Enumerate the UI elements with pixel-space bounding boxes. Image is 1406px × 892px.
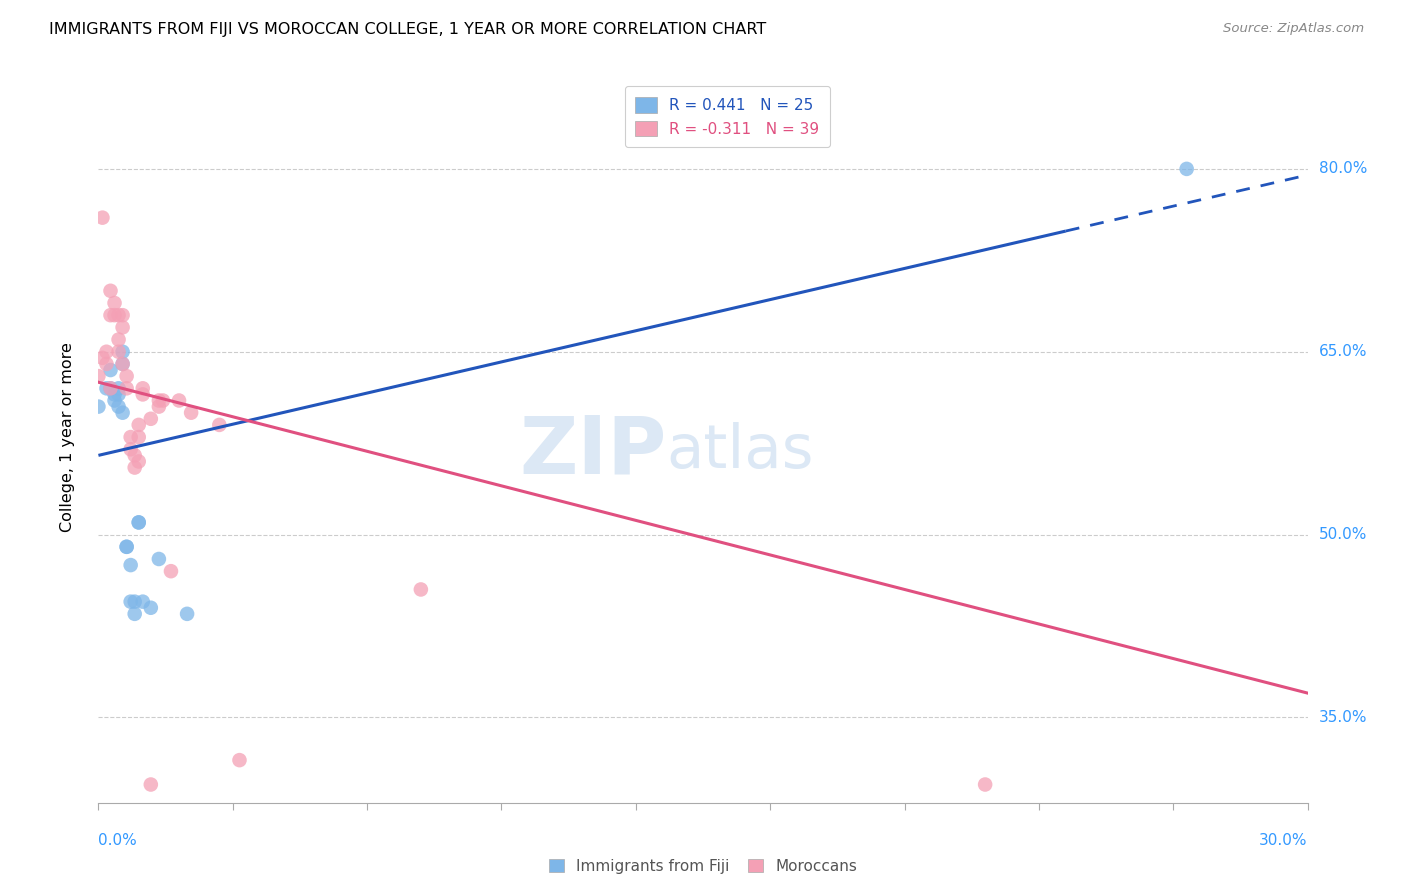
Point — [228, 753, 250, 767]
Point — [132, 387, 155, 401]
Point — [91, 211, 114, 225]
Point — [111, 406, 134, 420]
Point — [100, 284, 122, 298]
Point — [111, 357, 134, 371]
Point — [103, 308, 125, 322]
Text: ZIP: ZIP — [519, 413, 666, 491]
Point — [124, 607, 146, 621]
Point — [96, 381, 118, 395]
Point — [111, 344, 134, 359]
Text: Source: ZipAtlas.com: Source: ZipAtlas.com — [1223, 22, 1364, 36]
Point — [139, 412, 162, 426]
Point — [128, 417, 150, 432]
Point — [115, 540, 138, 554]
Point — [409, 582, 432, 597]
Text: 65.0%: 65.0% — [1319, 344, 1367, 359]
Point — [120, 430, 142, 444]
Y-axis label: College, 1 year or more: College, 1 year or more — [60, 343, 75, 532]
Point — [111, 320, 134, 334]
Point — [107, 308, 129, 322]
Point — [103, 393, 125, 408]
Point — [124, 460, 146, 475]
Point — [128, 430, 150, 444]
Text: atlas: atlas — [666, 422, 814, 481]
Point — [100, 381, 122, 395]
Point — [103, 387, 125, 401]
Point — [115, 369, 138, 384]
Point — [132, 381, 155, 395]
Point — [148, 552, 170, 566]
Text: 35.0%: 35.0% — [1319, 710, 1367, 725]
Point — [128, 516, 150, 530]
Point — [96, 357, 118, 371]
Text: 80.0%: 80.0% — [1319, 161, 1367, 177]
Legend: R = 0.441   N = 25, R = -0.311   N = 39: R = 0.441 N = 25, R = -0.311 N = 39 — [624, 87, 830, 147]
Point — [132, 594, 155, 608]
Point — [148, 400, 170, 414]
Point — [107, 381, 129, 395]
Point — [124, 594, 146, 608]
Text: 50.0%: 50.0% — [1319, 527, 1367, 542]
Point — [100, 381, 122, 395]
Point — [152, 393, 174, 408]
Legend: Immigrants from Fiji, Moroccans: Immigrants from Fiji, Moroccans — [543, 853, 863, 880]
Point — [208, 417, 231, 432]
Point — [1175, 161, 1198, 176]
Point — [160, 564, 183, 578]
Point — [87, 400, 110, 414]
Point — [107, 344, 129, 359]
Point — [120, 594, 142, 608]
Point — [128, 516, 150, 530]
Point — [120, 558, 142, 573]
Point — [115, 540, 138, 554]
Point — [107, 400, 129, 414]
Point — [139, 778, 162, 792]
Text: 0.0%: 0.0% — [98, 833, 138, 848]
Point — [100, 363, 122, 377]
Point — [87, 369, 110, 384]
Point — [91, 351, 114, 365]
Point — [128, 454, 150, 468]
Point — [100, 308, 122, 322]
Text: IMMIGRANTS FROM FIJI VS MOROCCAN COLLEGE, 1 YEAR OR MORE CORRELATION CHART: IMMIGRANTS FROM FIJI VS MOROCCAN COLLEGE… — [49, 22, 766, 37]
Point — [176, 607, 198, 621]
Point — [103, 296, 125, 310]
Point — [124, 448, 146, 462]
Point — [111, 308, 134, 322]
Text: 30.0%: 30.0% — [1260, 833, 1308, 848]
Point — [111, 357, 134, 371]
Point — [96, 344, 118, 359]
Point — [107, 387, 129, 401]
Point — [148, 393, 170, 408]
Point — [180, 406, 202, 420]
Point — [107, 333, 129, 347]
Point — [115, 381, 138, 395]
Point — [139, 600, 162, 615]
Point — [120, 442, 142, 457]
Point — [974, 778, 997, 792]
Point — [167, 393, 190, 408]
